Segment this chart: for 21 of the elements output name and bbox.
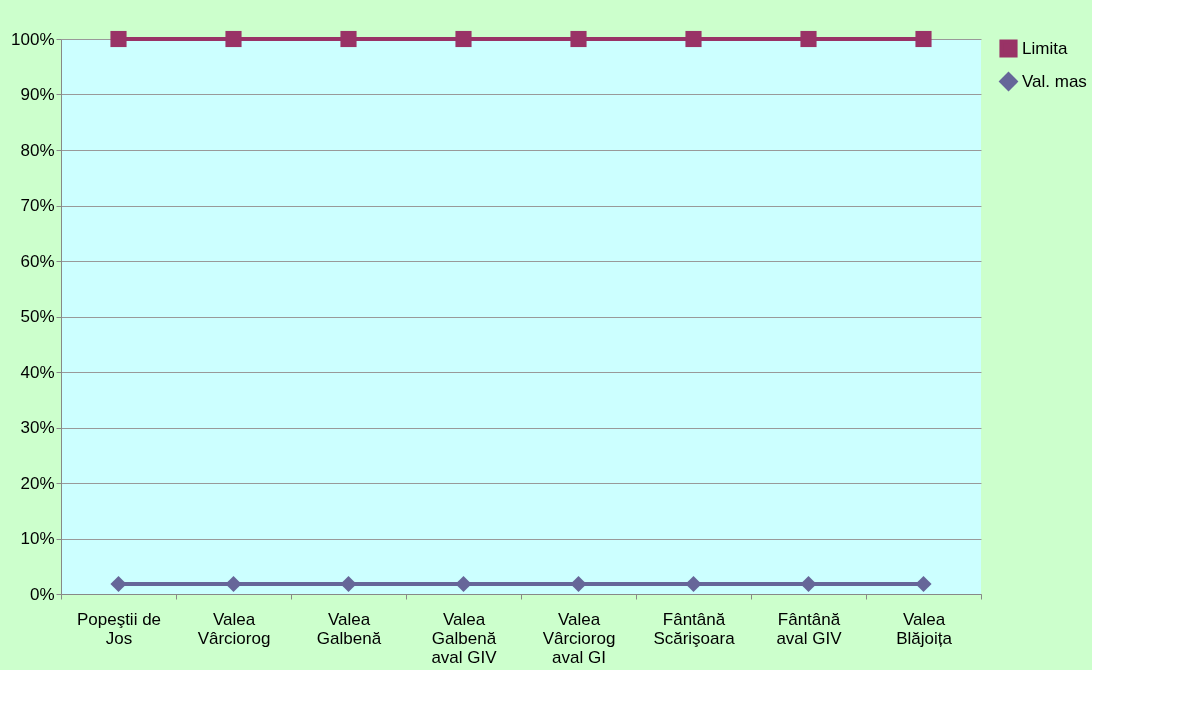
y-tick-label: 20% <box>20 473 55 493</box>
x-tick-label: Fântână aval GIV <box>776 609 843 648</box>
y-tick-label: 60% <box>20 251 55 271</box>
x-tick-label: Valea Vârciorog <box>197 609 271 648</box>
y-tick-label: 30% <box>20 418 55 437</box>
y-tick-label: 100% <box>11 29 55 49</box>
x-tick-label: Valea Galbenă aval GIV <box>431 609 498 667</box>
y-tick-label: 0% <box>29 584 55 604</box>
legend-label: Val. mas <box>1022 71 1087 91</box>
y-tick-label: 40% <box>20 362 55 382</box>
y-tick-label: 50% <box>20 307 55 326</box>
x-tick-label: Fântână Scărişoara <box>653 609 736 648</box>
y-tick-label: 10% <box>20 529 55 548</box>
y-tick-label: 80% <box>20 140 55 160</box>
x-tick-label: Popeştii de Jos <box>76 609 162 648</box>
x-tick-label: Valea Vârciorog aval GI <box>542 609 616 667</box>
y-tick-label: 90% <box>20 85 55 104</box>
x-tick-label: Valea Blăjoița <box>896 609 953 648</box>
legend-label: Limita <box>1022 38 1068 58</box>
y-tick-label: 70% <box>20 196 55 215</box>
x-tick-label: Valea Galbenă <box>316 609 382 648</box>
